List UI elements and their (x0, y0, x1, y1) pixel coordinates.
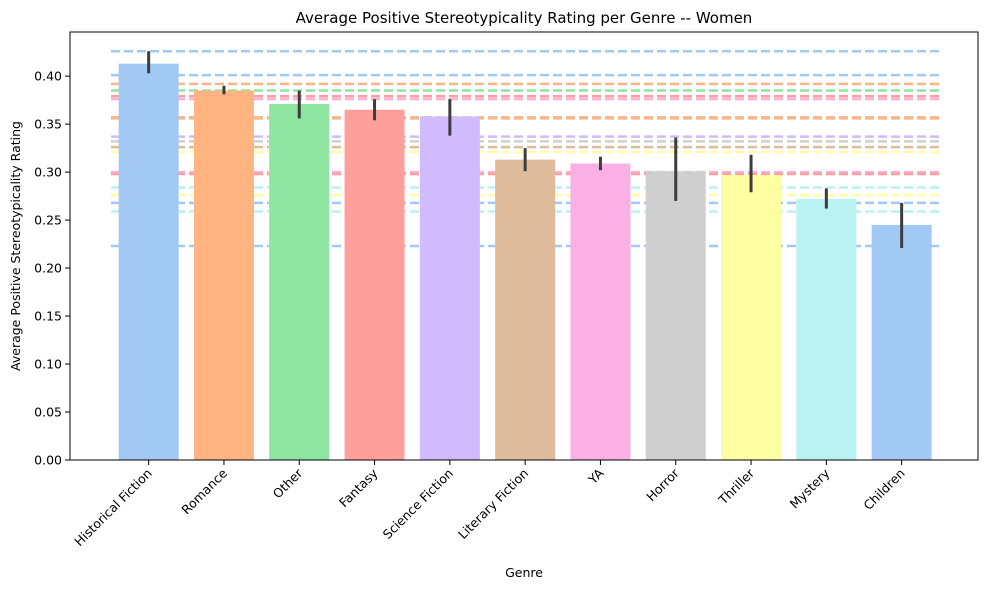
bar-science-fiction (419, 116, 480, 461)
y-tick-label: 0.25 (34, 213, 62, 228)
chart-title: Average Positive Stereotypicality Rating… (296, 9, 753, 27)
x-tick-label: Romance (178, 465, 230, 517)
y-axis-label: Average Positive Stereotypicality Rating (8, 121, 23, 371)
x-tick-label: Horror (643, 465, 682, 504)
x-tick-label: Other (270, 465, 306, 501)
plot-frame (69, 31, 979, 461)
y-tick-label: 0.10 (34, 357, 62, 372)
x-tick-label: Science Fiction (380, 466, 456, 542)
bar-fantasy (344, 109, 405, 460)
y-tick-label: 0.35 (34, 117, 62, 132)
x-tick-label: Historical Fiction (71, 466, 155, 550)
x-tick-label: Fantasy (336, 465, 381, 510)
x-tick-label: Thriller (715, 465, 758, 508)
y-axis: 0.00 0.05 0.10 0.15 0.20 0.25 0.30 0.35 0.40 (34, 69, 70, 468)
y-tick-label: 0.00 (34, 453, 62, 468)
y-tick-label: 0.40 (34, 69, 62, 84)
error-bars (147, 51, 904, 248)
bar-literary-fiction (495, 159, 556, 460)
x-tick-label: Mystery (787, 465, 833, 511)
x-tick-label: Literary Fiction (455, 466, 531, 542)
bar-other (269, 103, 330, 461)
x-tick-label: YA (584, 465, 606, 487)
y-tick-label: 0.20 (34, 261, 62, 276)
x-tick-label: Children (860, 466, 907, 513)
y-tick-label: 0.05 (34, 405, 62, 420)
y-tick-label: 0.15 (34, 309, 62, 324)
bar-horror (645, 171, 706, 460)
x-axis-label: Genre (505, 565, 543, 580)
bar-mystery (796, 198, 857, 460)
y-tick-label: 0.30 (34, 165, 62, 180)
bar-historical-fiction (118, 63, 179, 461)
bar-ya (570, 163, 631, 460)
bar-romance (193, 90, 254, 460)
bar-children (871, 224, 932, 460)
bars (118, 63, 932, 461)
bar-thriller (721, 174, 782, 460)
x-axis: Historical Fiction Romance Other FantasySci… (71, 460, 908, 549)
